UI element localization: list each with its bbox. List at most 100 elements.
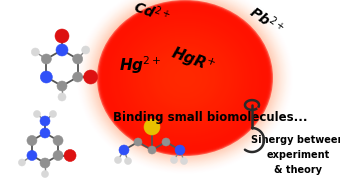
Ellipse shape xyxy=(165,60,205,96)
Ellipse shape xyxy=(178,72,192,84)
Circle shape xyxy=(73,72,83,82)
Ellipse shape xyxy=(108,10,262,146)
Ellipse shape xyxy=(176,70,194,86)
Circle shape xyxy=(82,46,90,54)
Ellipse shape xyxy=(125,25,244,131)
Circle shape xyxy=(41,170,49,177)
Ellipse shape xyxy=(181,74,189,82)
Ellipse shape xyxy=(141,39,229,117)
Ellipse shape xyxy=(170,64,200,92)
Ellipse shape xyxy=(158,55,211,101)
Ellipse shape xyxy=(104,6,267,150)
Ellipse shape xyxy=(162,57,208,98)
Text: Hg$^{2+}$: Hg$^{2+}$ xyxy=(119,54,161,76)
Circle shape xyxy=(34,111,40,118)
Ellipse shape xyxy=(115,16,255,140)
Ellipse shape xyxy=(150,47,220,109)
Ellipse shape xyxy=(154,51,216,105)
Ellipse shape xyxy=(149,46,221,110)
Ellipse shape xyxy=(138,36,232,120)
Ellipse shape xyxy=(155,52,215,104)
Circle shape xyxy=(53,136,63,146)
Ellipse shape xyxy=(172,66,198,90)
Ellipse shape xyxy=(113,14,258,142)
Ellipse shape xyxy=(116,17,254,139)
Ellipse shape xyxy=(151,48,219,108)
Circle shape xyxy=(40,128,50,138)
Ellipse shape xyxy=(161,57,209,99)
Circle shape xyxy=(27,150,37,160)
Circle shape xyxy=(57,81,67,91)
Ellipse shape xyxy=(174,68,196,88)
Circle shape xyxy=(58,93,66,101)
Ellipse shape xyxy=(156,53,214,103)
Ellipse shape xyxy=(98,1,272,155)
Ellipse shape xyxy=(123,23,246,133)
Circle shape xyxy=(27,136,37,146)
Ellipse shape xyxy=(130,29,240,127)
Ellipse shape xyxy=(97,0,273,156)
Ellipse shape xyxy=(106,8,264,148)
Ellipse shape xyxy=(152,49,218,107)
Ellipse shape xyxy=(147,44,223,112)
Ellipse shape xyxy=(157,54,212,102)
Ellipse shape xyxy=(134,33,236,123)
Ellipse shape xyxy=(140,38,230,118)
Ellipse shape xyxy=(175,69,195,87)
Circle shape xyxy=(124,157,132,164)
Ellipse shape xyxy=(132,31,238,125)
Ellipse shape xyxy=(99,2,271,154)
Ellipse shape xyxy=(107,9,263,147)
Circle shape xyxy=(181,157,187,164)
Ellipse shape xyxy=(184,77,186,79)
Ellipse shape xyxy=(128,27,242,129)
Ellipse shape xyxy=(171,65,199,91)
Ellipse shape xyxy=(180,73,190,83)
Circle shape xyxy=(134,138,142,146)
Circle shape xyxy=(162,138,170,146)
Ellipse shape xyxy=(167,62,203,94)
Ellipse shape xyxy=(119,19,251,136)
Ellipse shape xyxy=(137,35,233,121)
Ellipse shape xyxy=(139,37,231,119)
Ellipse shape xyxy=(144,42,226,114)
Ellipse shape xyxy=(111,13,259,143)
Ellipse shape xyxy=(118,19,252,137)
Circle shape xyxy=(40,116,50,126)
Ellipse shape xyxy=(120,20,250,136)
Ellipse shape xyxy=(122,22,248,134)
Circle shape xyxy=(56,44,68,56)
Ellipse shape xyxy=(166,61,204,94)
Ellipse shape xyxy=(160,56,210,100)
Ellipse shape xyxy=(105,7,265,149)
Ellipse shape xyxy=(124,24,245,132)
Ellipse shape xyxy=(173,67,197,89)
Ellipse shape xyxy=(100,3,270,153)
Ellipse shape xyxy=(102,5,268,151)
Ellipse shape xyxy=(110,12,260,144)
Ellipse shape xyxy=(114,15,256,141)
Circle shape xyxy=(84,70,98,84)
Circle shape xyxy=(40,71,52,83)
Ellipse shape xyxy=(117,18,253,139)
Ellipse shape xyxy=(129,28,241,128)
Text: Sinergy between
experiment
& theory: Sinergy between experiment & theory xyxy=(251,135,340,175)
Ellipse shape xyxy=(142,40,228,116)
Ellipse shape xyxy=(163,59,207,98)
Text: Binding small biomolecules...: Binding small biomolecules... xyxy=(113,112,307,125)
Circle shape xyxy=(170,156,177,163)
Ellipse shape xyxy=(146,43,225,113)
Circle shape xyxy=(64,149,76,161)
Circle shape xyxy=(73,54,83,64)
Ellipse shape xyxy=(133,32,237,124)
Ellipse shape xyxy=(101,4,269,152)
Circle shape xyxy=(144,119,160,135)
Circle shape xyxy=(115,156,121,163)
Circle shape xyxy=(148,146,156,154)
Circle shape xyxy=(119,145,129,155)
Circle shape xyxy=(31,48,39,56)
Ellipse shape xyxy=(148,45,222,111)
Circle shape xyxy=(18,159,26,166)
Ellipse shape xyxy=(121,21,249,135)
Ellipse shape xyxy=(136,34,235,122)
